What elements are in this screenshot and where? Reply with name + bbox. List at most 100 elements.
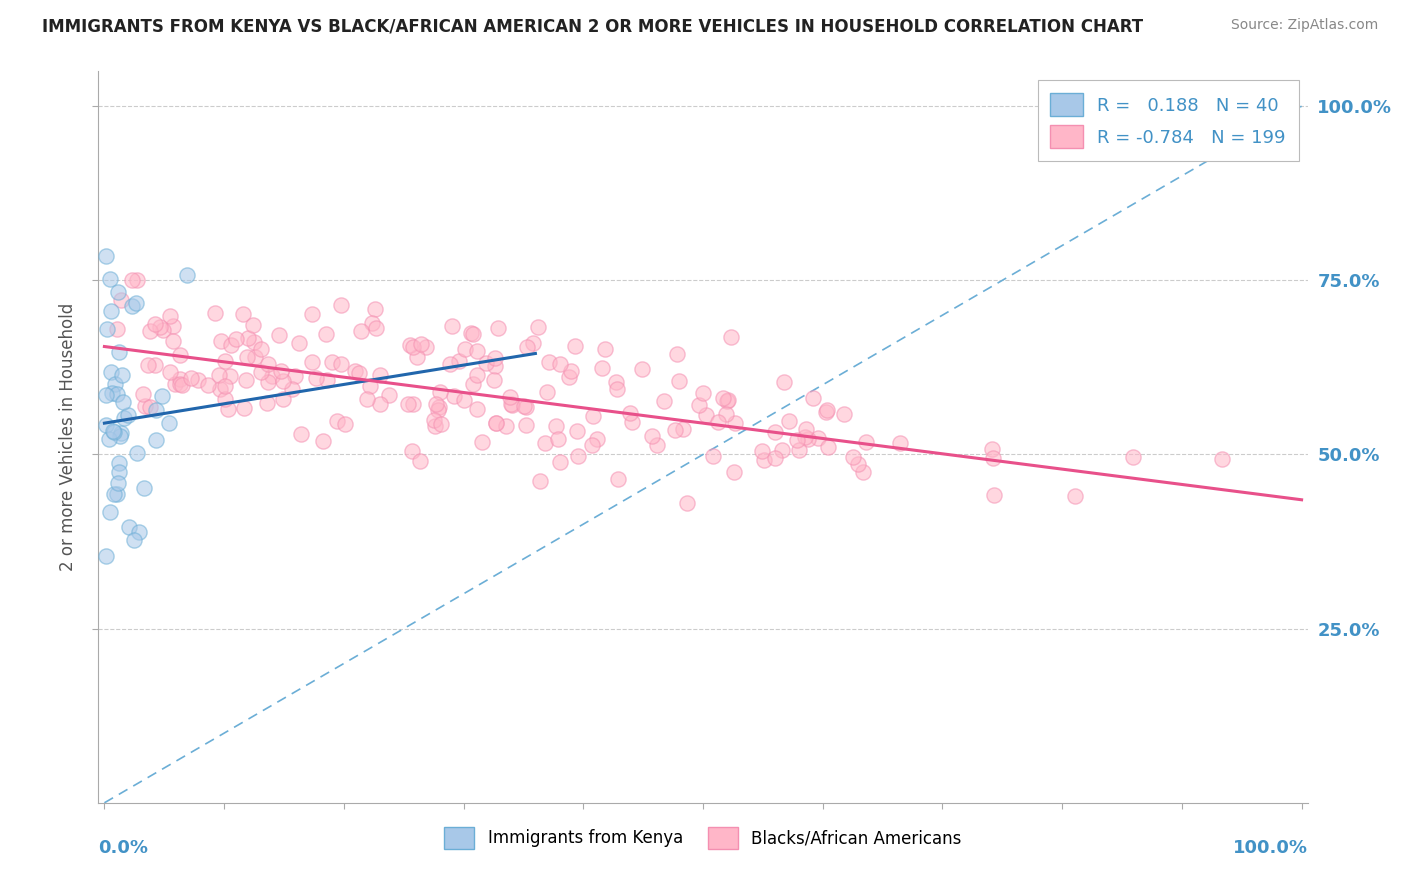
Point [425, 418, 447, 433]
Point [165, 377, 187, 392]
Point [172, 377, 194, 392]
Point [723, 465, 745, 479]
Point [169, 377, 191, 392]
Point [162, 319, 184, 334]
Point [330, 298, 353, 312]
Point [983, 488, 1005, 502]
Point [441, 319, 464, 334]
Point [111, 395, 134, 409]
Point [270, 364, 292, 378]
Point [558, 370, 581, 384]
Point [855, 434, 877, 449]
Point [214, 353, 236, 368]
Point [415, 340, 437, 354]
Point [427, 403, 450, 417]
Point [225, 332, 247, 346]
Point [605, 375, 627, 389]
Point [100, 385, 122, 400]
Point [567, 449, 589, 463]
Point [208, 368, 231, 383]
Point [564, 339, 586, 353]
Point [132, 386, 155, 401]
Point [401, 444, 423, 458]
Point [159, 309, 181, 323]
Point [143, 358, 166, 372]
Point [593, 342, 616, 356]
Point [720, 329, 742, 343]
Point [402, 397, 425, 411]
Point [94, 549, 117, 564]
Point [411, 336, 433, 351]
Point [108, 344, 131, 359]
Point [103, 425, 125, 439]
Point [537, 355, 560, 369]
Point [770, 442, 793, 457]
Point [347, 366, 370, 380]
Point [107, 476, 129, 491]
Point [96, 322, 118, 336]
Point [692, 386, 714, 401]
Point [256, 357, 278, 371]
Point [817, 440, 839, 454]
Point [807, 431, 830, 445]
Point [301, 355, 323, 369]
Point [751, 444, 773, 458]
Point [290, 426, 312, 441]
Point [676, 496, 699, 510]
Point [763, 450, 786, 465]
Point [536, 384, 558, 399]
Point [101, 424, 124, 438]
Point [243, 350, 266, 364]
Point [586, 432, 609, 446]
Point [377, 388, 399, 402]
Point [706, 415, 728, 429]
Point [461, 376, 484, 391]
Point [631, 362, 654, 376]
Point [280, 383, 302, 397]
Point [301, 306, 323, 320]
Point [145, 403, 167, 417]
Point [498, 390, 520, 404]
Point [321, 355, 343, 369]
Point [665, 347, 688, 361]
Point [716, 393, 738, 408]
Text: IMMIGRANTS FROM KENYA VS BLACK/AFRICAN AMERICAN 2 OR MORE VEHICLES IN HOUSEHOLD : IMMIGRANTS FROM KENYA VS BLACK/AFRICAN A… [42, 18, 1143, 36]
Point [368, 368, 391, 383]
Point [484, 351, 506, 366]
Point [312, 434, 335, 449]
Point [724, 416, 747, 430]
Point [547, 433, 569, 447]
Point [515, 400, 537, 414]
Point [794, 430, 817, 444]
Point [360, 316, 382, 330]
Point [236, 351, 259, 365]
Point [454, 342, 477, 356]
Text: 100.0%: 100.0% [1233, 839, 1308, 857]
Point [218, 368, 240, 383]
Point [138, 401, 160, 415]
Point [846, 457, 869, 471]
Point [94, 388, 117, 402]
Point [105, 322, 128, 336]
Point [103, 487, 125, 501]
Point [581, 438, 603, 452]
Point [232, 401, 254, 416]
Point [149, 320, 172, 334]
Point [672, 422, 695, 436]
Point [121, 273, 143, 287]
Point [356, 392, 378, 406]
Point [350, 324, 373, 338]
Point [443, 389, 465, 403]
Point [501, 398, 523, 412]
Point [284, 369, 307, 384]
Point [429, 384, 451, 399]
Point [169, 348, 191, 362]
Point [127, 273, 149, 287]
Point [522, 336, 544, 351]
Point [104, 377, 127, 392]
Point [619, 405, 641, 419]
Point [467, 344, 489, 359]
Legend: Immigrants from Kenya, Blacks/African Americans: Immigrants from Kenya, Blacks/African Am… [433, 815, 973, 860]
Point [645, 438, 668, 452]
Point [150, 388, 173, 402]
